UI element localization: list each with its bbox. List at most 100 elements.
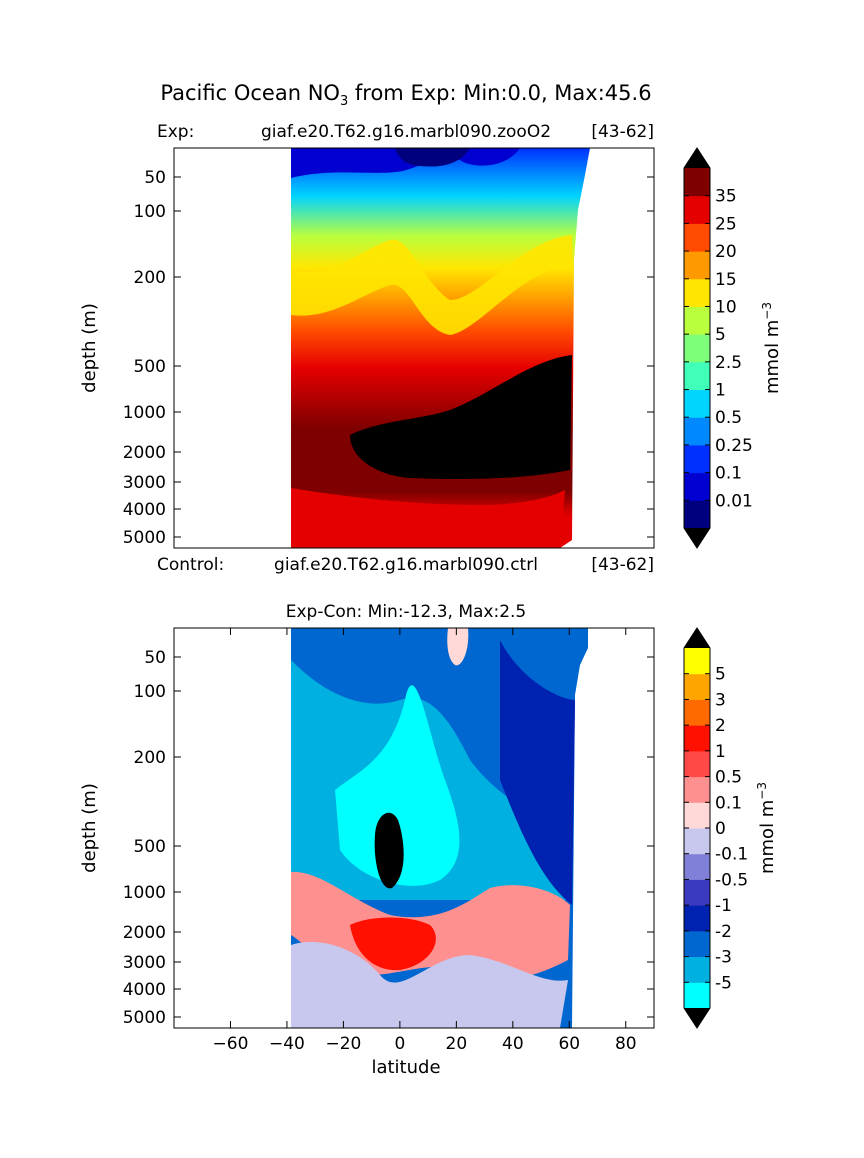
control-label: Control: xyxy=(157,555,224,575)
colorbar-tick-label: 5 xyxy=(715,665,726,685)
panel-diff: Exp-Con: Min:-12.3, Max:2.5 501002005001… xyxy=(79,602,778,1078)
y-tick-label: 50 xyxy=(144,648,166,668)
colorbar-outline xyxy=(683,147,711,549)
y-tick-label: 200 xyxy=(134,268,166,288)
diff-min-region[interactable] xyxy=(374,812,404,889)
colorbar-tick-label: 35 xyxy=(715,187,737,207)
control-years: [43-62] xyxy=(591,555,654,575)
exp-label: Exp: xyxy=(157,122,194,142)
exp-deep-red-region xyxy=(291,488,565,548)
y-tick-label: 500 xyxy=(134,357,166,377)
exp-surface-min-region xyxy=(395,148,470,167)
colorbar-tick-label: 5 xyxy=(715,325,726,345)
colorbar-swatch xyxy=(684,444,710,474)
colorbar-swatch xyxy=(684,361,710,391)
colorbar-swatch xyxy=(684,802,710,829)
diff-bottom-region xyxy=(291,941,568,1028)
axes-frame-diff xyxy=(173,627,655,1029)
colorbar-tick-label: 0.5 xyxy=(715,768,742,788)
colorbar-swatch xyxy=(684,750,710,778)
colorbar-swatch xyxy=(684,905,710,932)
colorbar-tick-label: 0.1 xyxy=(715,464,742,484)
y-ticks-diff: 50 100 200 500 1000 2000 3000 4000 5000 xyxy=(123,648,654,1028)
y-axis-label-diff: depth (m) xyxy=(79,783,100,873)
colorbar-tick-label: 0.5 xyxy=(715,408,742,428)
colorbar-extend-low xyxy=(684,1008,710,1028)
colorbar-extend-high xyxy=(684,628,710,648)
colorbar-swatch xyxy=(684,417,710,446)
y-tick-label: 50 xyxy=(144,168,166,188)
heatmap-exp xyxy=(291,148,590,548)
panel-exp: Exp: giaf.e20.T62.g16.marbl090.zooO2 [43… xyxy=(79,122,783,575)
diff-max-region[interactable] xyxy=(350,917,436,971)
colorbar-tick-label: -5 xyxy=(715,973,732,993)
colorbar-outline xyxy=(683,627,711,1029)
colorbar-swatch xyxy=(684,223,710,252)
x-tick-label: −20 xyxy=(325,1034,361,1054)
x-tick-label: 0 xyxy=(394,1034,405,1054)
y-tick-label: 4000 xyxy=(123,980,166,1000)
colorbar-tick-label: 0.01 xyxy=(715,491,753,511)
colorbar-tick-label: -0.1 xyxy=(715,845,748,865)
diff-minus1-region xyxy=(500,640,575,905)
colorbar-swatch xyxy=(684,956,710,983)
x-tick-label: −60 xyxy=(213,1034,249,1054)
colorbar-swatch xyxy=(684,278,710,307)
y-tick-label: 2000 xyxy=(123,923,166,943)
y-tick-label: 100 xyxy=(134,202,166,222)
diff-minus5-region xyxy=(335,685,460,886)
y-tick-label: 2000 xyxy=(123,443,166,463)
colorbar-tick-label: 3 xyxy=(715,690,726,710)
colorbar-swatch xyxy=(684,699,710,726)
y-tick-label: 1000 xyxy=(123,403,166,423)
colorbar-tick-label: 20 xyxy=(715,242,737,262)
colorbar-tick-label: 1 xyxy=(715,742,726,762)
colorbar-swatch xyxy=(684,648,710,675)
colorbar-swatch xyxy=(684,195,710,224)
colorbar-swatch xyxy=(684,673,710,700)
colorbar-extend-high xyxy=(684,148,710,168)
y-tick-label: 500 xyxy=(134,837,166,857)
colorbar-swatch xyxy=(684,982,710,1009)
colorbar-exp: 0.01 0.1 0.25 0.5 1 2.5 5 10 15 20 25 35 xyxy=(683,147,753,549)
exp-max-region[interactable] xyxy=(350,355,572,480)
colorbar-tick-label: -2 xyxy=(715,922,732,942)
exp-years: [43-62] xyxy=(591,122,654,142)
colorbar-tick-label: 2.5 xyxy=(715,353,742,373)
colorbar-swatch xyxy=(684,930,710,958)
diff-surface-positive-region xyxy=(447,628,469,666)
colorbar-swatch xyxy=(684,306,710,335)
colorbar-swatch xyxy=(684,879,710,906)
y-tick-label: 5000 xyxy=(123,1008,166,1028)
exp-nitracline-region xyxy=(291,235,572,335)
colorbar-swatch xyxy=(684,828,710,855)
y-tick-label: 5000 xyxy=(123,528,166,548)
colorbar-swatch xyxy=(684,251,710,280)
colorbar-diff-label: mmol m−3 xyxy=(755,782,778,874)
colorbar-diff: -5 -3 -2 -1 -0.5 -0.1 0 0.1 0.5 1 2 3 5 xyxy=(683,627,748,1029)
colorbar-extend-low xyxy=(684,528,710,548)
colorbar-tick-label: 10 xyxy=(715,297,737,317)
figure-title: Pacific Ocean NO3 from Exp: Min:0.0, Max… xyxy=(160,81,651,109)
y-axis-label-exp: depth (m) xyxy=(79,303,100,393)
x-tick-label: 80 xyxy=(615,1034,637,1054)
axes-frame-exp xyxy=(173,147,655,549)
y-tick-label: 1000 xyxy=(123,883,166,903)
x-ticks-diff: −60 −40 −20 0 20 40 60 80 xyxy=(213,628,637,1054)
colorbar-swatch xyxy=(684,334,710,363)
exp-run-name: giaf.e20.T62.g16.marbl090.zooO2 xyxy=(261,122,551,142)
colorbar-tick-label: 0.1 xyxy=(715,793,742,813)
colorbar-swatch xyxy=(684,389,710,418)
heatmap-diff xyxy=(291,628,588,1028)
colorbar-swatch xyxy=(684,853,710,880)
y-tick-label: 3000 xyxy=(123,953,166,973)
control-run-name: giaf.e20.T62.g16.marbl090.ctrl xyxy=(274,555,538,575)
exp-field-base xyxy=(291,148,590,548)
x-tick-label: 40 xyxy=(502,1034,524,1054)
colorbar-swatch xyxy=(684,472,710,501)
x-axis-label-diff: latitude xyxy=(371,1057,440,1078)
colorbar-tick-label: 0 xyxy=(715,819,726,839)
colorbar-tick-label: -1 xyxy=(715,896,732,916)
y-tick-label: 200 xyxy=(134,748,166,768)
